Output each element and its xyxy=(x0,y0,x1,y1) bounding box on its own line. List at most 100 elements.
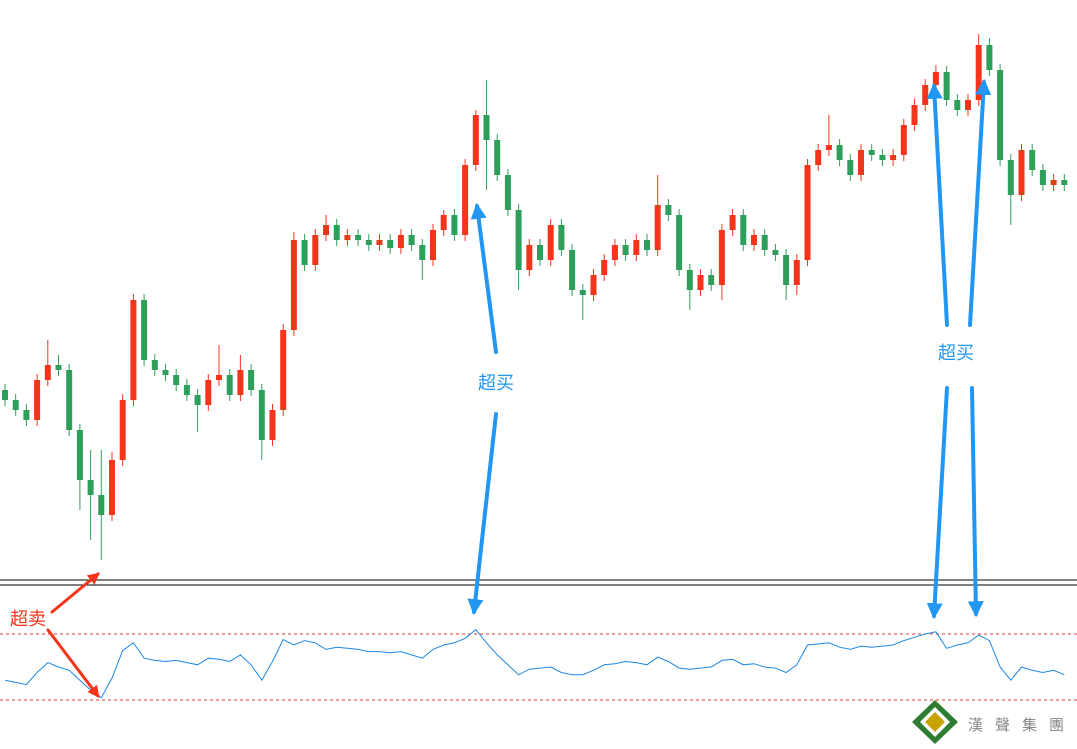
arrow xyxy=(46,628,100,698)
arrow xyxy=(50,572,100,614)
candle-body xyxy=(387,240,394,248)
candle-body xyxy=(858,150,864,175)
candle-body xyxy=(483,115,490,140)
candle-body xyxy=(804,165,811,260)
candle-body xyxy=(98,495,105,515)
arrows xyxy=(46,78,992,698)
price-panel xyxy=(2,34,1068,560)
candle-body xyxy=(665,205,672,215)
candle-body xyxy=(141,300,148,360)
candle-body xyxy=(965,100,971,110)
candle-body xyxy=(579,290,586,295)
candle-body xyxy=(494,140,501,175)
candle-body xyxy=(430,230,436,260)
candle-body xyxy=(130,300,137,400)
candle-body xyxy=(183,385,190,395)
candle-body xyxy=(12,400,19,410)
logo: 漢聲集團 xyxy=(912,700,1064,744)
candle-body xyxy=(408,235,415,245)
candle-body xyxy=(890,155,897,160)
candle-body xyxy=(697,275,704,290)
candle-body xyxy=(547,225,554,260)
oscillator-line xyxy=(4,628,1065,699)
candle-body xyxy=(312,235,319,265)
candle-body xyxy=(847,160,854,175)
arrow xyxy=(968,78,992,327)
annotation: 超买 xyxy=(938,343,974,364)
candle-body xyxy=(151,360,158,370)
candle-body xyxy=(451,215,458,235)
candle-body xyxy=(109,460,115,515)
candle-body xyxy=(654,205,661,250)
candle-body xyxy=(23,410,30,420)
candle-body xyxy=(751,235,757,245)
candle-body xyxy=(783,255,790,285)
candle-body xyxy=(355,235,362,240)
candle-body xyxy=(975,45,982,100)
candle-body xyxy=(943,72,950,100)
candle-body xyxy=(173,375,180,385)
candle-body xyxy=(954,100,961,110)
candle-body xyxy=(205,380,212,405)
candle-body xyxy=(911,105,918,125)
candle-body xyxy=(997,70,1004,160)
candle-body xyxy=(1061,180,1068,185)
candle-body xyxy=(590,275,597,295)
candle-body xyxy=(644,240,650,250)
candle-body xyxy=(676,215,683,270)
candle-body xyxy=(216,375,222,380)
annotation: 超买 xyxy=(478,373,514,394)
candle-body xyxy=(323,225,329,235)
candle-body xyxy=(772,250,779,255)
candle-body xyxy=(729,215,736,230)
candle-body xyxy=(558,225,565,250)
candle-body xyxy=(344,235,351,240)
candle-body xyxy=(2,390,8,400)
candle-body xyxy=(601,260,608,275)
candle-body xyxy=(922,85,929,105)
candle-body xyxy=(537,245,543,260)
candle-body xyxy=(526,245,533,270)
candle-body xyxy=(290,240,297,330)
candle-body xyxy=(1018,150,1025,195)
candle-body xyxy=(365,240,372,245)
candle-body xyxy=(162,370,169,375)
candle-body xyxy=(633,240,640,255)
candle-body xyxy=(66,370,73,430)
candle-body xyxy=(611,245,618,260)
candle-body xyxy=(718,230,725,285)
candle-body xyxy=(440,215,447,230)
candle-body xyxy=(686,270,693,290)
candle-body xyxy=(87,480,94,495)
candle-body xyxy=(879,155,886,160)
candle-body xyxy=(237,370,244,395)
candle-body xyxy=(900,125,907,155)
candle-body xyxy=(622,245,629,255)
candle-body xyxy=(825,145,832,150)
candle-body xyxy=(419,245,426,260)
candle-body xyxy=(194,395,201,405)
candle-body xyxy=(280,330,287,410)
candle-body xyxy=(333,225,340,240)
arrow xyxy=(926,82,949,327)
candle-body xyxy=(1050,180,1057,185)
candle-body xyxy=(569,250,576,290)
candle-body xyxy=(836,145,843,160)
annotation: 超卖 xyxy=(10,609,46,630)
candle-body xyxy=(761,235,768,250)
candle-body xyxy=(119,400,126,460)
arrow xyxy=(926,386,949,620)
candle-body xyxy=(868,150,875,155)
candle-body xyxy=(248,370,255,390)
candle-body xyxy=(1007,160,1014,195)
candle-body xyxy=(793,260,800,285)
candle-body xyxy=(504,175,511,210)
candle-body xyxy=(1039,170,1046,185)
candle-body xyxy=(515,210,522,270)
candle-body xyxy=(472,115,479,165)
candle-body xyxy=(740,215,747,245)
candle-body xyxy=(258,390,265,440)
oscillator-panel xyxy=(0,628,1077,701)
candle-body xyxy=(376,240,383,245)
